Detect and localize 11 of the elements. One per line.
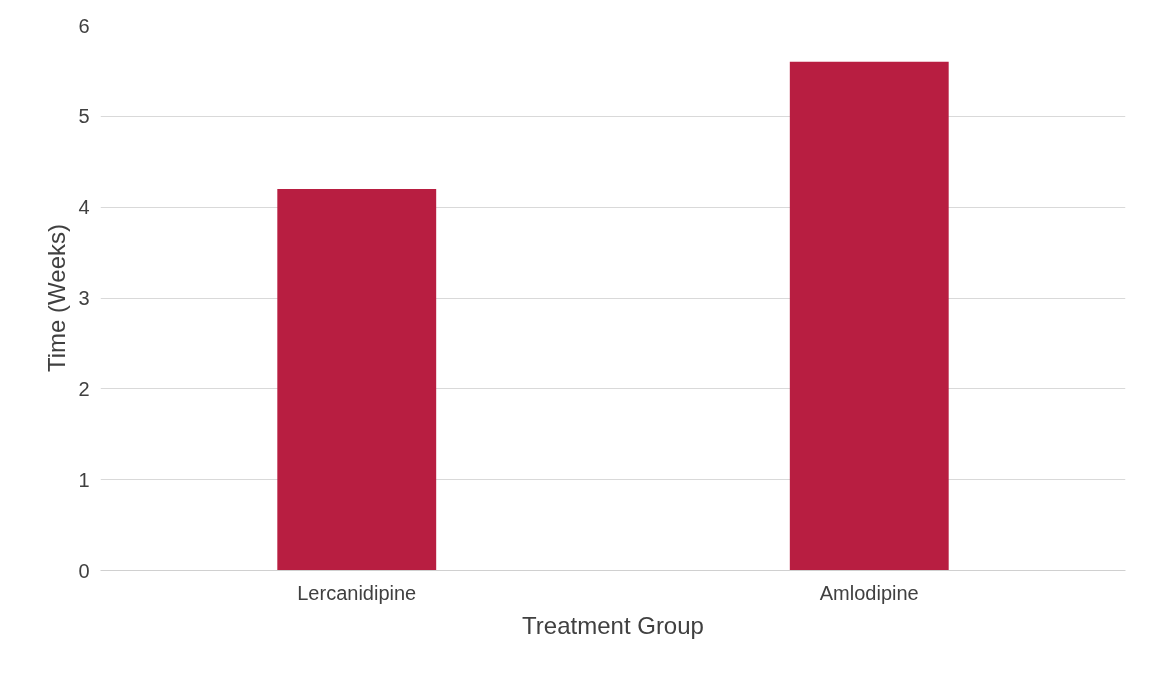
y-tick-label: 5	[78, 105, 90, 128]
y-axis-title: Time (Weeks)	[43, 223, 71, 372]
y-tick-label: 6	[78, 14, 90, 37]
y-tick-label: 3	[78, 287, 90, 309]
y-tick-label: 1	[78, 468, 90, 491]
y-tick-label: 2	[78, 377, 90, 400]
x-axis-title: Treatment Group	[522, 611, 704, 639]
y-tick-label: 0	[78, 559, 90, 582]
y-tick-label: 4	[78, 196, 90, 219]
x-tick-label: Lercanidipine	[297, 581, 417, 604]
x-tick-label: Amlodipine	[819, 581, 919, 604]
